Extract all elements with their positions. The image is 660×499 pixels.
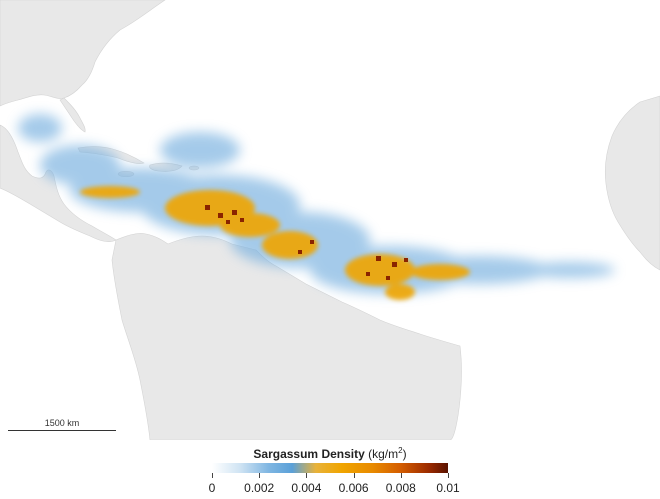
legend-tick-label: 0.006 <box>338 481 369 495</box>
legend-tick-label: 0.002 <box>244 481 275 495</box>
legend-title-unit: (kg/m2) <box>368 446 407 461</box>
legend-tick-label: 0.008 <box>385 481 416 495</box>
central-america-landmass <box>0 124 117 242</box>
density-legend: Sargassum Density (kg/m2) 0 0.002 0.004 0.0… <box>0 440 660 499</box>
legend-ticks <box>212 473 449 479</box>
scale-label: 1500 km <box>44 418 80 428</box>
sargassum-map: 1500 km <box>0 0 660 441</box>
florida-peninsula <box>59 97 86 133</box>
north-america-landmass <box>0 0 166 107</box>
legend-color-ramp <box>212 463 448 473</box>
legend-title-text: Sargassum Density <box>253 447 365 461</box>
south-america-landmass <box>111 233 462 441</box>
legend-tick <box>400 473 402 478</box>
scale-bar: 1500 km <box>8 418 116 434</box>
sargassum-high-density <box>205 205 408 280</box>
africa-landmass <box>604 95 660 271</box>
map-canvas <box>0 0 660 441</box>
legend-tick <box>306 473 308 478</box>
legend-tick-label: 0.004 <box>291 481 322 495</box>
legend-tick <box>448 473 449 478</box>
legend-tick-label: 0.01 <box>436 481 460 495</box>
legend-tick <box>259 473 261 478</box>
legend-tick-label: 0 <box>208 481 216 495</box>
legend-tick <box>353 473 355 478</box>
scale-line <box>8 430 116 431</box>
legend-title: Sargassum Density (kg/m2) <box>0 446 660 461</box>
legend-tick <box>212 473 213 478</box>
